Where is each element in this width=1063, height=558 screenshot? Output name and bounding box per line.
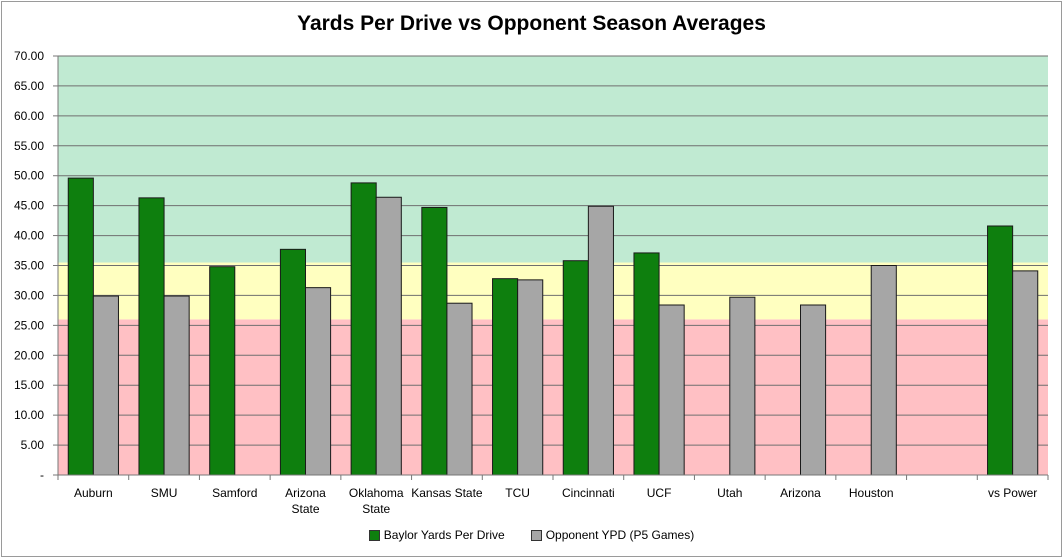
xtick-label: TCU: [505, 486, 530, 500]
ytick-label: 35.00: [14, 259, 44, 273]
ytick-label: -: [40, 468, 44, 482]
ytick-label: 70.00: [14, 49, 44, 63]
ytick-label: 55.00: [14, 139, 44, 153]
xtick-label: Houston: [849, 486, 894, 500]
bar-opponent: [517, 279, 544, 476]
xtick-label: Auburn: [74, 486, 113, 500]
legend-swatch-opponent: [530, 529, 542, 541]
bar-opponent: [729, 296, 756, 476]
bar-baylor: [138, 197, 165, 476]
ytick-label: 50.00: [14, 169, 44, 183]
bar-baylor: [987, 225, 1014, 476]
legend-label-opponent: Opponent YPD (P5 Games): [545, 528, 695, 542]
legend-swatch-baylor: [368, 529, 380, 541]
bar-opponent: [446, 302, 473, 476]
legend-entry-opponent: Opponent YPD (P5 Games): [530, 528, 695, 542]
legend-label-baylor: Baylor Yards Per Drive: [383, 528, 505, 542]
bar-opponent: [1012, 270, 1039, 476]
xtick-label: Arizona: [780, 486, 821, 500]
xtick-label: vs Power: [988, 486, 1037, 500]
chart-title: Yards Per Drive vs Opponent Season Avera…: [297, 12, 766, 35]
bar-opponent: [587, 205, 614, 476]
xtick-label: Cincinnati: [562, 486, 615, 500]
bar-baylor: [492, 278, 519, 476]
bar-baylor: [633, 252, 660, 476]
ytick-label: 5.00: [21, 438, 45, 452]
legend: Baylor Yards Per Drive Opponent YPD (P5 …: [0, 528, 1063, 542]
xtick-label: SMU: [151, 486, 178, 500]
ytick-label: 10.00: [14, 408, 44, 422]
band-1: [58, 262, 1048, 320]
band-0: [58, 319, 1048, 475]
bar-opponent: [92, 295, 119, 476]
bar-opponent: [163, 295, 190, 476]
xtick-label: Arizona State: [285, 486, 326, 516]
xtick-label: UCF: [647, 486, 672, 500]
ytick-label: 40.00: [14, 229, 44, 243]
bar-opponent: [375, 196, 402, 476]
ytick-label: 65.00: [14, 79, 44, 93]
ytick-label: 60.00: [14, 109, 44, 123]
legend-entry-baylor: Baylor Yards Per Drive: [368, 528, 505, 542]
bar-opponent: [305, 287, 332, 476]
bar-baylor: [279, 248, 306, 476]
xtick-label: Utah: [717, 486, 742, 500]
ytick-label: 45.00: [14, 199, 44, 213]
ytick-label: 20.00: [14, 348, 44, 362]
bar-opponent: [870, 265, 897, 476]
bar-opponent: [658, 304, 685, 476]
ytick-label: 25.00: [14, 318, 44, 332]
bar-baylor: [350, 182, 377, 476]
bar-opponent: [800, 304, 827, 476]
xtick-label: Kansas State: [411, 486, 483, 500]
ytick-label: 30.00: [14, 288, 44, 302]
xtick-label: Samford: [212, 486, 257, 500]
ytick-label: 15.00: [14, 378, 44, 392]
bar-baylor: [209, 266, 236, 476]
band-2: [58, 56, 1048, 263]
bar-baylor: [421, 206, 448, 476]
xtick-label: Oklahoma State: [349, 486, 404, 516]
bar-baylor: [67, 177, 94, 476]
bar-baylor: [562, 260, 589, 476]
